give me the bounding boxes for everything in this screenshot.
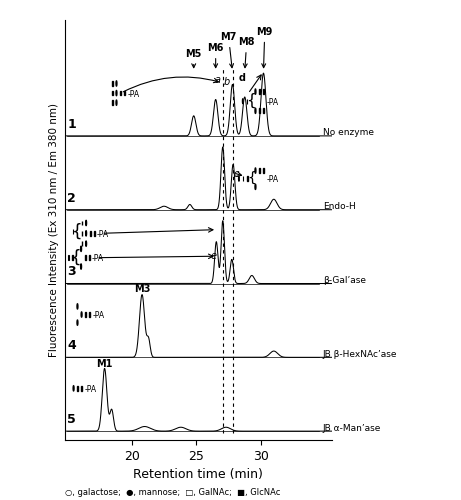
Bar	[90, 231, 91, 235]
Text: {: {	[247, 172, 256, 185]
Bar	[77, 386, 78, 390]
Y-axis label: Fluorescence Intensity (Ex 310 nm / Em 380 nm): Fluorescence Intensity (Ex 310 nm / Em 3…	[49, 103, 59, 357]
Text: 3: 3	[67, 266, 76, 278]
Circle shape	[255, 184, 256, 190]
Text: ○, galactose;  ●, mannose;  □, GalNAc;  ■, GlcNAc: ○, galactose; ●, mannose; □, GalNAc; ■, …	[65, 488, 280, 496]
Bar	[259, 168, 260, 173]
Text: β-Gal’ase: β-Gal’ase	[323, 276, 366, 285]
Text: -PA: -PA	[92, 254, 104, 264]
Circle shape	[255, 108, 256, 114]
Text: {: {	[246, 93, 256, 108]
Text: M3: M3	[134, 284, 150, 294]
Text: -PA: -PA	[127, 90, 140, 98]
Circle shape	[242, 98, 243, 104]
Circle shape	[116, 100, 117, 105]
Bar	[259, 108, 260, 113]
Circle shape	[77, 304, 78, 309]
Text: M8: M8	[238, 37, 255, 68]
Bar	[263, 89, 264, 94]
Text: c: c	[234, 169, 239, 179]
Text: No enzyme: No enzyme	[323, 128, 374, 138]
Text: -PA: -PA	[93, 311, 105, 320]
Text: Endo-H: Endo-H	[323, 202, 355, 211]
Text: -PA: -PA	[266, 176, 278, 184]
Bar	[82, 242, 83, 246]
Bar	[259, 89, 260, 94]
Text: JB β-HexNAc’ase: JB β-HexNAc’ase	[323, 350, 397, 359]
Bar	[72, 230, 73, 234]
Text: {: {	[72, 222, 83, 240]
Text: M7: M7	[220, 32, 237, 68]
Circle shape	[81, 264, 82, 269]
Bar	[124, 90, 125, 96]
Bar	[89, 256, 90, 260]
Text: e: e	[211, 251, 217, 261]
Circle shape	[116, 90, 117, 96]
Text: M1: M1	[96, 359, 113, 369]
Bar	[242, 176, 243, 181]
Circle shape	[86, 220, 87, 226]
Circle shape	[86, 230, 87, 236]
Text: M6: M6	[207, 43, 224, 68]
Text: -PA: -PA	[84, 385, 96, 394]
Circle shape	[255, 89, 256, 94]
Text: 2: 2	[67, 192, 76, 204]
Circle shape	[116, 81, 117, 86]
Text: JB α-Man’ase: JB α-Man’ase	[323, 424, 381, 432]
Bar	[263, 108, 264, 113]
Text: d: d	[239, 72, 246, 83]
Bar	[94, 231, 95, 235]
Text: -PA: -PA	[97, 230, 109, 239]
Bar	[263, 168, 264, 173]
Bar	[112, 90, 113, 96]
Bar	[68, 256, 69, 260]
Bar	[247, 176, 248, 181]
Text: a: a	[214, 74, 220, 85]
Bar	[82, 220, 83, 226]
Bar	[120, 90, 121, 96]
Bar	[112, 81, 113, 86]
Circle shape	[81, 246, 82, 252]
Text: 1: 1	[67, 118, 76, 130]
Bar	[85, 312, 86, 317]
Bar	[247, 99, 248, 103]
Circle shape	[73, 386, 74, 391]
Text: b: b	[223, 77, 230, 87]
Text: M9: M9	[257, 27, 273, 68]
Text: -PA: -PA	[266, 98, 278, 107]
Bar	[82, 231, 83, 235]
Bar	[112, 100, 113, 105]
Circle shape	[77, 320, 78, 325]
Circle shape	[81, 312, 82, 317]
Bar	[89, 312, 90, 317]
Text: M5: M5	[185, 49, 202, 68]
Circle shape	[255, 168, 256, 173]
Text: {: {	[71, 248, 82, 266]
Circle shape	[238, 176, 239, 182]
Text: 5: 5	[67, 413, 76, 426]
X-axis label: Retention time (min): Retention time (min)	[133, 468, 263, 481]
Bar	[85, 256, 86, 260]
Text: 4: 4	[67, 339, 76, 352]
Circle shape	[86, 241, 87, 246]
Bar	[72, 256, 73, 260]
